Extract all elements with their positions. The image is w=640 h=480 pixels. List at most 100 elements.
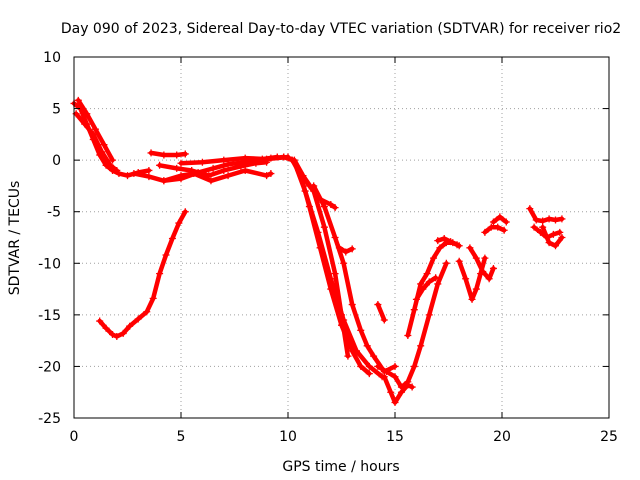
data-point-arc-3-4	[109, 156, 117, 164]
data-point-arc-7-6	[263, 172, 271, 180]
data-point-arc-19-4	[430, 254, 438, 262]
data-point-arc-6-1	[173, 164, 181, 172]
data-point-arc-17-1	[387, 388, 395, 396]
data-point-arc-2-3	[98, 148, 106, 156]
data-point-arc-26-1	[532, 216, 540, 224]
series-line-arc-28	[540, 224, 565, 249]
data-point-arc-25-2	[502, 218, 510, 226]
data-point-arc-5-2	[173, 151, 181, 159]
data-point-arc-9-4	[119, 329, 127, 337]
data-point-arc-4-5	[209, 164, 217, 172]
data-point-arc-12-2	[314, 228, 322, 236]
data-point-arc-19-5	[436, 244, 444, 252]
data-point-arc-26-2	[539, 217, 547, 225]
data-point-arc-27-0	[530, 223, 538, 231]
data-point-arc-22-0	[455, 257, 463, 265]
y-tick-label-6: -20	[38, 359, 61, 375]
data-point-arc-28-2	[552, 242, 559, 250]
data-point-arc-6-6	[252, 159, 260, 167]
data-point-arc-17-5	[408, 383, 416, 391]
data-point-arc-17-0	[380, 373, 388, 381]
data-point-arc-16-8	[434, 280, 442, 288]
data-point-arc-26-3	[545, 215, 553, 223]
data-point-arc-7-2	[190, 170, 198, 178]
data-point-arc-28-3	[558, 234, 566, 241]
data-point-arc-22-5	[481, 254, 489, 262]
data-point-arc-6-5	[237, 162, 245, 170]
data-point-arc-12-1	[301, 187, 309, 195]
data-point-arc-7-0	[160, 177, 168, 185]
series-line-arc-5	[148, 150, 188, 158]
data-point-arc-13-3	[327, 200, 335, 208]
data-point-arc-21-3	[453, 241, 461, 249]
x-tick-label-4: 20	[493, 429, 511, 445]
data-point-arc-27-3	[549, 230, 557, 238]
data-point-arc-9-7	[143, 308, 151, 316]
data-point-arc-14-0	[310, 182, 318, 190]
data-point-arc-16-6	[417, 342, 425, 350]
grid	[74, 57, 609, 418]
data-point-arc-17-4	[404, 381, 412, 389]
series-line-arc-16	[375, 261, 449, 390]
data-point-arc-16-1	[382, 368, 390, 376]
tick-labels: 0 5 10 15 20 25 10 5 0 -5 -10 -15 -20 -25	[38, 50, 618, 445]
data-point-arc-5-3	[181, 150, 189, 158]
data-point-arc-12-3	[327, 275, 335, 283]
data-point-arc-3-0	[74, 96, 82, 104]
data-point-arc-9-12	[175, 219, 183, 227]
data-point-arc-4-0	[130, 170, 138, 178]
data-point-arc-14-3	[340, 259, 348, 267]
data-point-arc-9-9	[156, 270, 164, 278]
data-point-arc-14-2	[331, 234, 339, 241]
data-point-arc-14-7	[370, 352, 378, 360]
data-point-arc-1-10	[145, 166, 153, 174]
data-point-arc-17-2	[391, 399, 399, 407]
data-point-arc-8-2	[220, 156, 228, 164]
data-point-arc-3-2	[91, 125, 99, 133]
data-point-arc-9-3	[113, 333, 121, 341]
data-point-arc-1-8	[124, 172, 131, 180]
data-point-arc-9-5	[126, 322, 134, 330]
y-axis-label: SDTVAR / TECUs	[7, 181, 23, 296]
data-point-arc-13-4	[331, 204, 339, 212]
data-point-arc-14-5	[357, 326, 365, 334]
data-point-arc-16-7	[425, 311, 433, 319]
data-point-arc-11-8	[357, 362, 365, 370]
data-point-arc-5-1	[160, 151, 168, 159]
series-line-arc-18	[375, 302, 387, 323]
data-point-arc-20-0	[412, 295, 420, 303]
data-point-arc-10-5	[320, 223, 328, 231]
data-point-arc-22-2	[468, 295, 476, 303]
data-point-arc-13-0	[295, 166, 303, 174]
series-line-arc-2	[73, 111, 120, 173]
data-point-arc-22-1	[462, 275, 470, 283]
data-point-arc-16-2	[391, 373, 399, 381]
data-point-arc-12-6	[365, 362, 373, 370]
data-point-arc-18-1	[380, 316, 388, 324]
data-point-arc-19-0	[404, 331, 412, 339]
data-point-arc-7-7	[267, 170, 275, 178]
data-point-arc-4-1	[145, 173, 153, 181]
data-point-arc-2-5	[113, 166, 121, 174]
x-tick-label-2: 10	[279, 429, 297, 445]
data-point-arc-25-0	[489, 218, 497, 226]
data-point-arc-18-0	[374, 301, 382, 309]
data-point-arc-12-5	[352, 347, 360, 355]
data-point-arc-26-0	[526, 205, 534, 213]
data-point-arc-9-11	[168, 235, 176, 243]
y-tick-label-7: -25	[38, 411, 61, 427]
data-point-arc-2-2	[89, 130, 97, 138]
x-tick-label-5: 25	[600, 429, 618, 445]
data-point-arc-21-0	[434, 237, 442, 245]
y-tick-label-1: 5	[52, 102, 61, 118]
data-point-arc-16-0	[374, 362, 382, 370]
data-point-arc-7-5	[241, 166, 249, 174]
data-point-arc-7-4	[224, 172, 232, 180]
x-axis-label: GPS time / hours	[282, 459, 399, 475]
series-line-arc-9	[97, 209, 188, 339]
data-point-arc-24-2	[494, 223, 502, 231]
data-point-arc-23-2	[479, 268, 487, 276]
data-point-arc-11-9	[365, 370, 373, 378]
data-point-arc-24-3	[500, 226, 508, 234]
